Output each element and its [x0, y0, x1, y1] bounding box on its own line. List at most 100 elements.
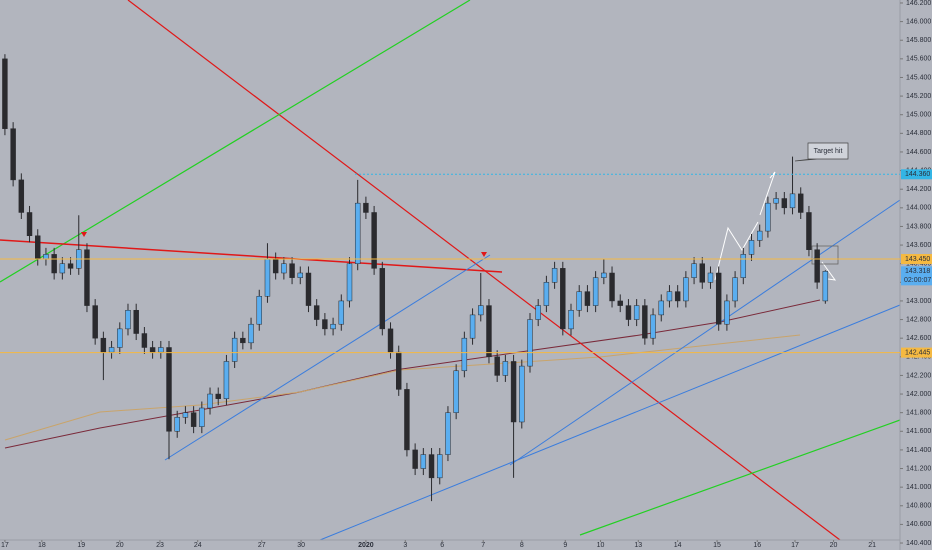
projection-arrow	[759, 171, 776, 216]
x-tick-label: 27	[258, 542, 266, 549]
candle-body	[420, 454, 427, 469]
x-tick-label: 14	[674, 542, 682, 549]
x-tick-label: 2020	[358, 542, 374, 549]
candle-body	[190, 412, 197, 427]
candle-body	[51, 254, 57, 274]
candle-body	[428, 454, 435, 479]
trendline	[164, 254, 491, 461]
candle-body	[133, 309, 139, 334]
y-tick-label: 144.600	[906, 149, 931, 156]
candle-body	[125, 309, 131, 330]
candle-body	[822, 271, 829, 302]
y-tick-label: 143.600	[906, 242, 931, 249]
candle-body	[724, 300, 730, 325]
y-tick-label: 146.200	[906, 0, 931, 7]
candle-body	[272, 258, 279, 274]
candle-body	[633, 305, 640, 320]
candle-body	[740, 254, 747, 278]
candle-body	[26, 212, 33, 237]
candle-body	[231, 337, 238, 362]
candle-body	[158, 347, 164, 353]
trendline	[127, 0, 841, 541]
candle-body	[199, 407, 205, 427]
x-tick-label: 18	[38, 542, 46, 549]
signal-arrow	[81, 232, 87, 237]
candle-body	[346, 263, 353, 302]
candle-body	[166, 347, 172, 432]
candle-body	[92, 305, 98, 339]
candle-body	[174, 417, 180, 432]
candle-body	[141, 333, 148, 348]
candle-body	[494, 356, 500, 376]
candle-body	[478, 305, 484, 316]
candle-body	[519, 365, 525, 423]
y-tick-label: 141.600	[906, 428, 931, 435]
candle-body	[371, 212, 377, 269]
candle-body	[330, 323, 336, 330]
x-tick-label: 20	[830, 542, 838, 549]
candle-body	[264, 258, 271, 297]
candle-body	[117, 328, 123, 348]
candle-body	[699, 263, 705, 283]
y-tick-label: 145.000	[906, 112, 931, 119]
candle-body	[313, 305, 320, 320]
price-label-box	[901, 266, 932, 286]
x-tick-label: 17	[791, 542, 799, 549]
y-tick-label: 141.000	[906, 484, 931, 491]
drawings	[0, 0, 901, 541]
candle-body	[322, 319, 328, 330]
candle-body	[560, 268, 566, 330]
candle-body	[551, 268, 558, 283]
x-tick-label: 23	[156, 542, 164, 549]
candle-body	[338, 300, 345, 325]
y-tick-label: 145.200	[906, 93, 931, 100]
candle-body	[543, 282, 550, 306]
y-tick-label: 141.800	[906, 410, 931, 417]
y-tick-label: 140.600	[906, 521, 931, 528]
candle-body	[412, 449, 418, 469]
candle-body	[453, 370, 459, 413]
candle-body	[182, 412, 189, 418]
candle-body	[625, 305, 632, 320]
y-tick-label: 144.000	[906, 205, 931, 212]
y-tick-label: 141.200	[906, 465, 931, 472]
x-tick-label: 13	[634, 542, 642, 549]
candle-body	[108, 347, 115, 353]
candle-body	[396, 351, 402, 390]
candle-body	[240, 337, 246, 344]
moving-average	[4, 334, 801, 441]
signal-arrow	[481, 252, 487, 257]
candle-body	[535, 305, 541, 320]
candle-body	[707, 272, 714, 283]
x-tick-label: 9	[563, 542, 567, 549]
candle-body	[43, 254, 49, 260]
candle-body	[617, 300, 623, 306]
candle-body	[379, 268, 386, 330]
candle-body	[510, 361, 517, 423]
x-tick-label: 8	[520, 542, 524, 549]
candle-body	[789, 193, 796, 209]
y-tick-label: 142.600	[906, 335, 931, 342]
candle-body	[35, 235, 41, 260]
x-tick-label: 17	[1, 542, 9, 549]
candle-body	[469, 314, 476, 339]
candle-body	[592, 277, 599, 306]
candle-body	[798, 193, 804, 213]
x-tick-label: 3	[403, 542, 407, 549]
price-label: 142.445	[905, 349, 930, 356]
projection-arrow	[714, 221, 759, 281]
y-tick-label: 140.800	[906, 503, 931, 510]
candle-body	[67, 263, 74, 269]
x-tick-label: 20	[116, 542, 124, 549]
moving-average	[4, 299, 821, 449]
trendline	[0, 239, 503, 273]
candle-body	[691, 263, 697, 278]
callout	[794, 142, 849, 162]
annotation: Target hit	[814, 148, 843, 155]
y-tick-label: 143.800	[906, 223, 931, 230]
candle-body	[289, 263, 295, 278]
candle-body	[806, 212, 812, 250]
candle-body	[674, 291, 681, 302]
y-tick-label: 141.400	[906, 447, 931, 454]
